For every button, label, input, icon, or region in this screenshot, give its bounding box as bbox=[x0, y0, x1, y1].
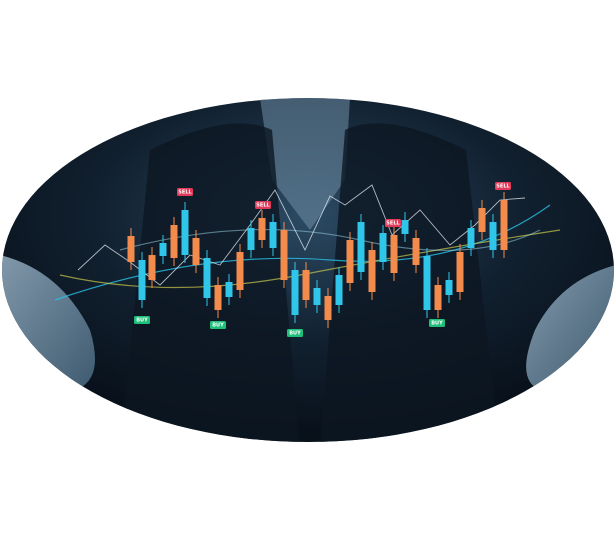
candle-body bbox=[127, 236, 135, 262]
candle-body bbox=[467, 228, 475, 248]
candle-body bbox=[346, 240, 354, 283]
buy-tag: BUY bbox=[212, 323, 224, 329]
candle-body bbox=[489, 222, 497, 250]
candle-body bbox=[291, 270, 299, 315]
candle-body bbox=[214, 285, 222, 310]
candle-body bbox=[181, 210, 189, 255]
candle-body bbox=[335, 275, 343, 305]
candle-body bbox=[456, 252, 464, 292]
candle-body bbox=[148, 255, 156, 280]
sell-tag: SELL bbox=[386, 221, 400, 227]
candle-body bbox=[138, 260, 146, 300]
sell-tags: SELL SELL SELL SELL bbox=[177, 182, 511, 227]
buy-tag: BUY bbox=[136, 318, 148, 324]
candle-body bbox=[170, 225, 178, 258]
buy-tags: BUY BUY BUY BUY bbox=[134, 316, 445, 337]
sell-tag: SELL bbox=[256, 203, 270, 209]
candle-body bbox=[280, 230, 288, 280]
candle-body bbox=[225, 282, 233, 297]
candle-body bbox=[445, 280, 453, 295]
buy-tag: BUY bbox=[431, 321, 443, 327]
candle-body bbox=[159, 243, 167, 256]
sell-tag: SELL bbox=[178, 190, 192, 196]
candle-body bbox=[434, 285, 442, 310]
candles bbox=[127, 192, 508, 328]
shirt bbox=[260, 98, 350, 230]
sell-tag: SELL bbox=[496, 184, 510, 190]
candle-body bbox=[423, 256, 431, 310]
candle-body bbox=[258, 218, 266, 240]
candle-body bbox=[203, 258, 211, 298]
candle-body bbox=[324, 296, 332, 320]
candle-body bbox=[357, 222, 365, 272]
candle-body bbox=[236, 252, 244, 290]
candle-body bbox=[302, 270, 310, 300]
buy-tag: BUY bbox=[289, 331, 301, 337]
candle-body bbox=[500, 200, 508, 250]
candle-body bbox=[269, 222, 277, 248]
candle-body bbox=[368, 250, 376, 292]
candle-body bbox=[390, 235, 398, 273]
candle-body bbox=[379, 233, 387, 262]
candle-body bbox=[247, 228, 255, 250]
candle-body bbox=[192, 238, 200, 265]
candle-body bbox=[478, 208, 486, 232]
candle-body bbox=[313, 288, 321, 305]
candle-body bbox=[401, 220, 409, 234]
jacket-right bbox=[320, 123, 500, 442]
scene: SELL SELL SELL SELL BUY BUY BUY BUY bbox=[2, 98, 614, 442]
candle-body bbox=[412, 238, 420, 265]
